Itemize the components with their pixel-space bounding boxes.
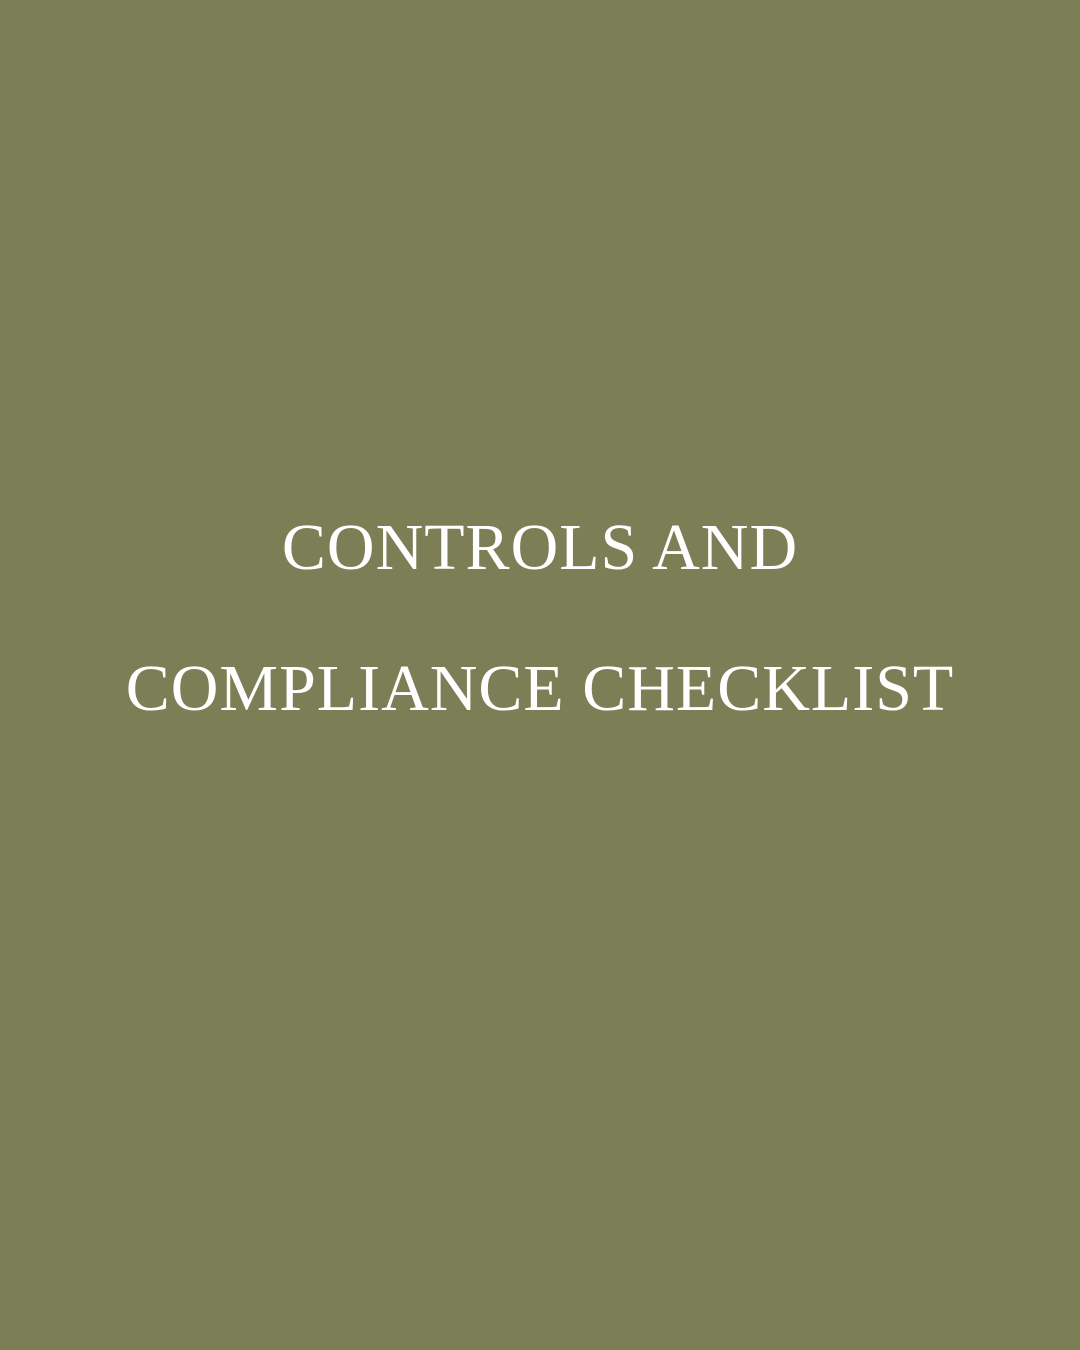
title-line-2: COMPLIANCE CHECKLIST <box>125 652 955 725</box>
title-block: CONTROLS AND COMPLIANCE CHECKLIST <box>0 500 1080 722</box>
title-line-1: CONTROLS AND <box>281 511 799 584</box>
